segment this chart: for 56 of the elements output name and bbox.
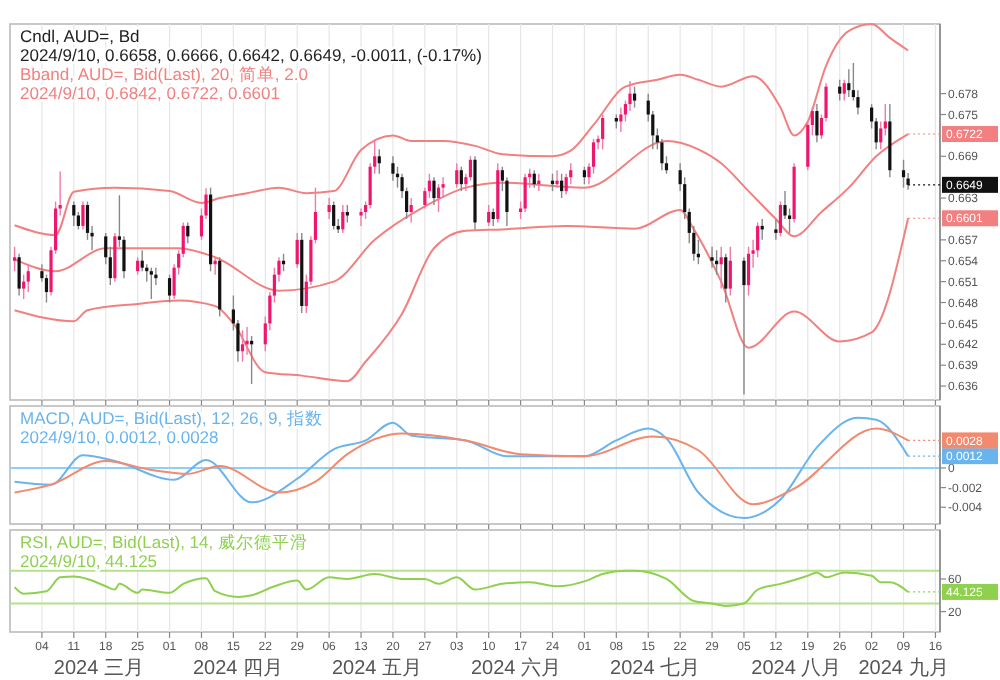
candlestick xyxy=(555,169,559,189)
candlestick xyxy=(391,155,395,182)
candlestick xyxy=(455,162,459,189)
candlestick xyxy=(359,207,363,227)
annotation: 2024/9/10, 0.6842, 0.6722, 0.6601 xyxy=(20,83,281,103)
candlestick xyxy=(72,200,76,227)
text: 2024 九月 xyxy=(858,656,949,680)
candlestick xyxy=(710,246,714,269)
candlestick xyxy=(327,197,331,220)
candlestick xyxy=(81,200,85,231)
candlestick xyxy=(432,176,436,206)
candlestick xyxy=(847,68,851,98)
candlestick xyxy=(523,173,527,213)
candlestick xyxy=(459,166,463,192)
candlestick xyxy=(901,159,906,189)
chart-title: RSI, AUD=, Bid(Last), 14, 威尔德平滑 xyxy=(20,532,308,552)
text: 2024/9/10, 44.125 xyxy=(20,551,158,571)
candlestick xyxy=(601,113,605,151)
candlestick xyxy=(341,204,345,234)
candlestick xyxy=(838,79,842,102)
candlestick xyxy=(240,329,245,363)
candlestick xyxy=(632,85,637,109)
candlestick xyxy=(245,326,249,356)
candlestick xyxy=(167,273,172,304)
candlestick xyxy=(842,79,846,102)
candlestick xyxy=(149,267,153,300)
candlestick xyxy=(12,246,17,272)
text: 2024 六月 xyxy=(471,656,562,680)
candlestick xyxy=(409,197,413,224)
candlestick xyxy=(724,253,728,304)
chart-title: MACD, AUD=, Bid(Last), 12, 26, 9, 指数 xyxy=(20,408,323,428)
candlestick xyxy=(728,246,732,297)
candlestick xyxy=(26,263,30,293)
text: 2024 七月 xyxy=(610,656,701,680)
chart-title: Cndl, AUD=, Bd xyxy=(20,26,141,46)
text: 2024 五月 xyxy=(331,658,423,680)
candlestick xyxy=(436,183,441,213)
candlestick xyxy=(186,221,190,245)
text: 2024 三月 xyxy=(53,658,144,680)
candlestick xyxy=(746,246,751,297)
candlestick xyxy=(17,253,21,297)
candlestick xyxy=(719,246,723,290)
candlestick xyxy=(295,232,299,269)
text: 2024 四月 xyxy=(192,658,283,680)
text: 2024/9/10, 0.6658, 0.6666, 0.6642, 0.6649, -0.0011, (-0.17%) xyxy=(20,45,483,65)
candlestick xyxy=(332,200,336,231)
candlestick xyxy=(778,200,783,238)
text: 2024 八月 xyxy=(751,658,842,680)
candlestick xyxy=(487,204,491,227)
candlestick xyxy=(113,232,117,283)
annotation: Bband, AUD=, Bid(Last), 20, 简单, 2.0 xyxy=(20,64,309,84)
candlestick xyxy=(377,148,381,175)
candlestick xyxy=(774,218,778,241)
candlestick xyxy=(815,103,819,144)
candlestick xyxy=(560,173,564,199)
text: 2024/9/10, 0.0012, 0.0028 xyxy=(20,427,220,447)
